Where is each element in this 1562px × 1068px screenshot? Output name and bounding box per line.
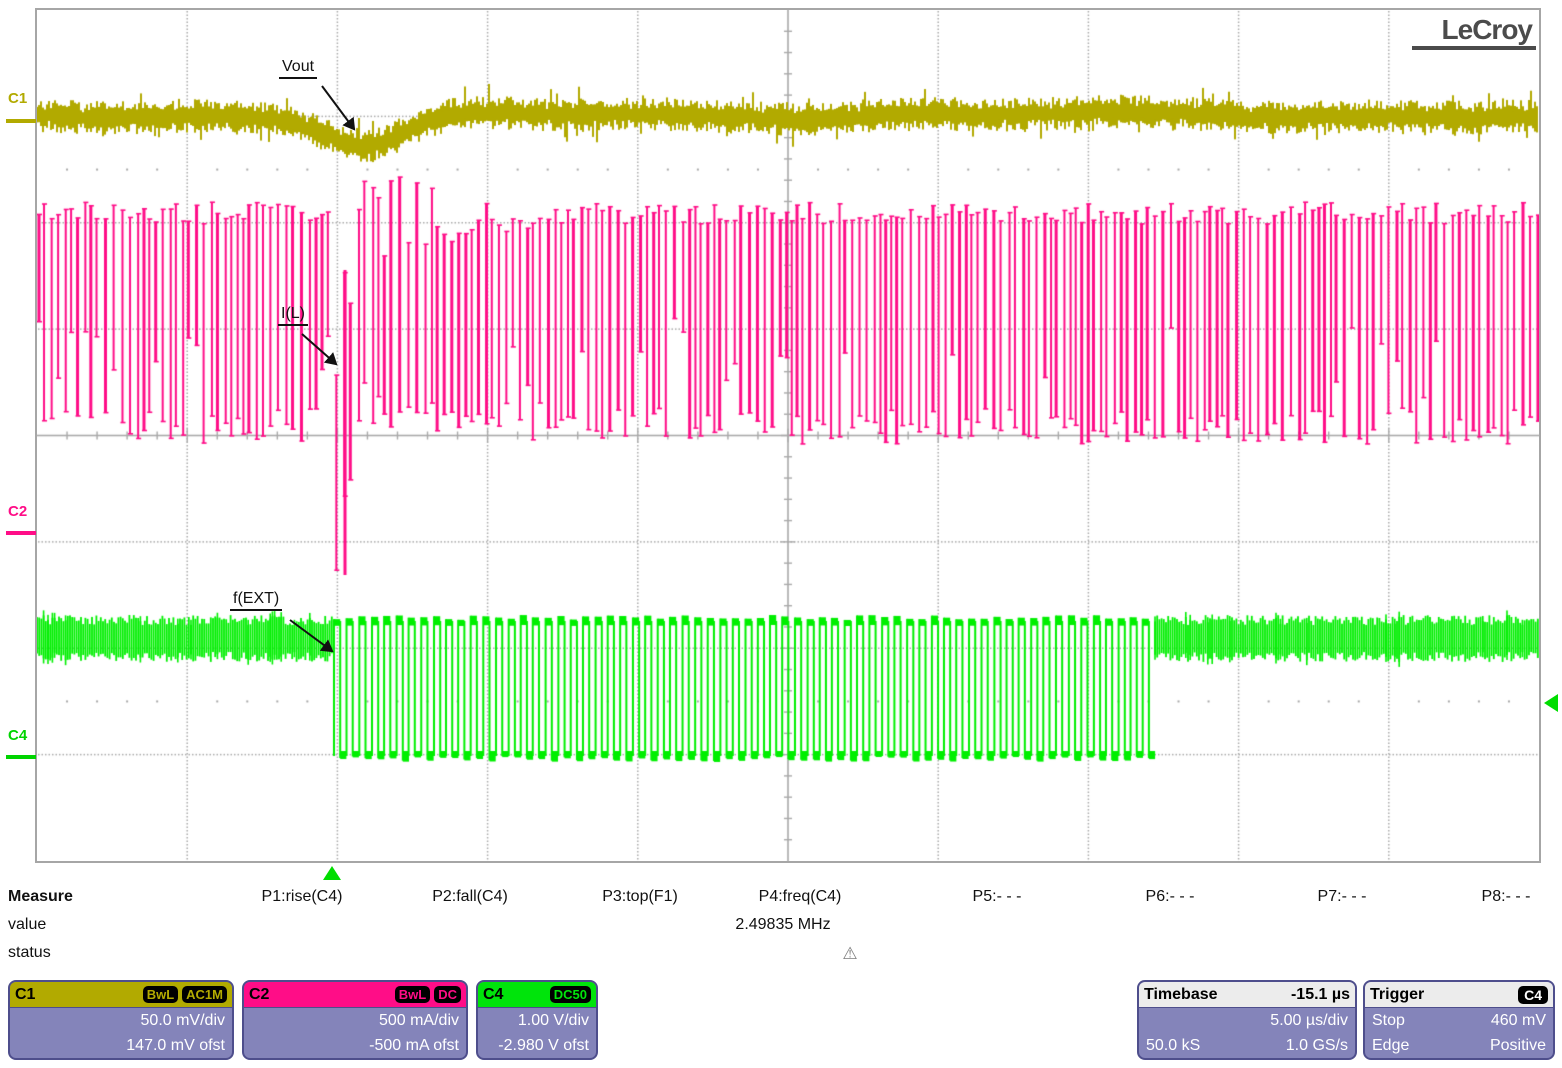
c4-trace-label: C4 (8, 727, 28, 744)
waveform-canvas[interactable] (37, 10, 1539, 861)
c4-coupling-badge: DC50 (549, 986, 591, 1003)
trigger-level: 460 mV (1490, 1012, 1546, 1029)
waveform-display[interactable]: Vout I(L) f(EXT) LeCroy (35, 8, 1541, 863)
trigger-level-marker[interactable] (1544, 694, 1558, 712)
timebase-title: Timebase (1144, 985, 1218, 1003)
c2-offset: -500 mA ofst (369, 1037, 459, 1054)
timebase-delay: -15.1 µs (1290, 985, 1350, 1003)
c2-scale: 500 mA/div (378, 1012, 459, 1029)
measure-p8[interactable]: P8:- - - (1481, 888, 1531, 905)
c2-bwl-badge: BwL (394, 986, 431, 1003)
measure-p2[interactable]: P2:fall(C4) (432, 888, 508, 905)
c4-ground-marker[interactable] (6, 755, 36, 759)
trigger-box[interactable]: Trigger C4 Stop 460 mV Edge Positive (1363, 980, 1555, 1060)
timebase-rate: 1.0 GS/s (1285, 1037, 1348, 1054)
value-row-label: value (8, 916, 47, 933)
trigger-type: Edge (1372, 1037, 1410, 1054)
c2-descriptor-box[interactable]: C2 BwL DC 500 mA/div -500 mA ofst (242, 980, 468, 1060)
c1-offset: 147.0 mV ofst (126, 1037, 225, 1054)
measure-name-row: Measure P1:rise(C4) P2:fall(C4) P3:top(F… (0, 888, 1562, 910)
trigger-slope: Positive (1489, 1037, 1546, 1054)
timebase-samples: 50.0 kS (1146, 1037, 1201, 1054)
measure-row-label: Measure (8, 888, 73, 905)
c1-ground-marker[interactable] (6, 119, 36, 123)
c2-ground-marker[interactable] (6, 531, 36, 535)
measure-p4[interactable]: P4:freq(C4) (758, 888, 842, 905)
status-row-label: status (8, 944, 51, 961)
c4-descriptor-box[interactable]: C4 DC50 1.00 V/div -2.980 V ofst (476, 980, 598, 1060)
c1-bwl-badge: BwL (142, 986, 179, 1003)
measure-p1[interactable]: P1:rise(C4) (261, 888, 343, 905)
trigger-time-marker[interactable] (323, 866, 341, 880)
c1-trace-label: C1 (8, 90, 28, 107)
timebase-scale: 5.00 µs/div (1270, 1012, 1348, 1029)
c2-id: C2 (249, 985, 270, 1003)
c1-scale: 50.0 mV/div (140, 1012, 225, 1029)
annotation-il: I(L) (278, 305, 308, 326)
measure-value-row: value 2.49835 MHz (0, 916, 1562, 938)
trigger-mode: Stop (1372, 1012, 1405, 1029)
timebase-box[interactable]: Timebase -15.1 µs 5.00 µs/div 50.0 kS 1.… (1137, 980, 1357, 1060)
measure-p7[interactable]: P7:- - - (1317, 888, 1367, 905)
c1-descriptor-box[interactable]: C1 BwL AC1M 50.0 mV/div 147.0 mV ofst (8, 980, 234, 1060)
lecroy-logo: LeCroy (1412, 12, 1536, 50)
c4-id: C4 (483, 985, 504, 1003)
c2-trace-label: C2 (8, 503, 28, 520)
annotation-vout: Vout (279, 58, 318, 79)
measure-p5[interactable]: P5:- - - (972, 888, 1022, 905)
measure-status-row: status ⚠ (0, 944, 1562, 966)
measure-p6[interactable]: P6:- - - (1145, 888, 1195, 905)
p4-frequency-value: 2.49835 MHz (735, 916, 831, 933)
c4-offset: -2.980 V ofst (498, 1037, 589, 1054)
c4-scale: 1.00 V/div (517, 1012, 589, 1029)
warning-icon: ⚠ (842, 944, 858, 963)
trigger-title: Trigger (1370, 985, 1425, 1003)
annotation-fext: f(EXT) (230, 590, 283, 611)
measure-p3[interactable]: P3:top(F1) (602, 888, 678, 905)
c1-id: C1 (15, 985, 36, 1003)
c1-coupling-badge: AC1M (182, 986, 227, 1003)
c2-coupling-badge: DC (434, 986, 461, 1003)
trigger-source-badge: C4 (1518, 985, 1548, 1004)
